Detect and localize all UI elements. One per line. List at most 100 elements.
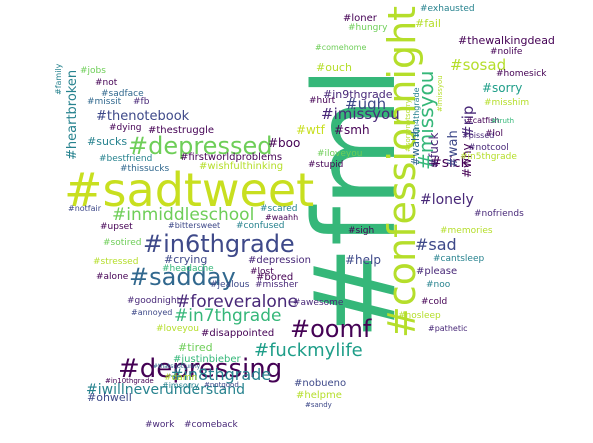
word-in5thgrade: #in5thgrade (460, 152, 517, 162)
word-depression: #depression (248, 255, 311, 266)
word-headache: #headache (162, 264, 214, 274)
word-dying: #dying (109, 123, 142, 133)
word-fuck: #fuck (427, 132, 441, 168)
word-sandy: #sandy (305, 401, 332, 409)
word-confessionnight: #confessionnight (380, 5, 424, 338)
word-help: #help (345, 253, 381, 267)
word-bored: #bored (256, 272, 294, 283)
word-notfair: #notfair (68, 204, 102, 213)
word-ugh: #ugh (345, 95, 387, 113)
word-foreveralone: #foreveralone (176, 292, 298, 312)
word-stressed: #stressed (93, 257, 139, 267)
word-nofriends: #nofriends (474, 209, 524, 219)
word-imissyou: #imissyou (321, 105, 400, 123)
word-exhausted: #exhausted (420, 4, 475, 14)
word-noo: #noo (426, 280, 451, 290)
word-jobs: #jobs (80, 66, 106, 76)
word-damn: #damn (164, 373, 198, 383)
word-upset: #upset (100, 222, 133, 232)
word-lost: #lost (250, 267, 274, 277)
word-bestfriend: #bestfriend (99, 154, 153, 164)
word-notgood: #notgood (204, 381, 239, 389)
word-ouch: #ouch (316, 61, 352, 74)
word-sadday: #sadday (129, 263, 236, 291)
word-in9thgrade: #in9thgrade (323, 88, 393, 101)
word-thestruggle: #thestruggle (148, 125, 214, 136)
word-iloveyou: #iloveyou (317, 149, 363, 159)
word-fuckmylife: #fuckmylife (254, 340, 363, 361)
word-lonely: #lonely (420, 192, 474, 208)
word-memories: #memories (440, 226, 493, 236)
word-hurt: #hurt (309, 96, 336, 106)
word-crying: #crying (164, 253, 208, 266)
word-loveyou: #loveyou (156, 324, 199, 334)
word-comehome: #comehome (315, 43, 367, 52)
word-nosleep: #nosleep (398, 311, 441, 321)
word-not: #not (95, 78, 118, 88)
word-inmiddleschool: #inmiddleschool (112, 205, 255, 225)
word-waahh: #waahh (265, 213, 299, 222)
word-scared: #scared (260, 204, 298, 214)
word-comeback: #comeback (184, 420, 238, 430)
word-firstworldproblems: #firstworldproblems (180, 152, 283, 163)
word-in8thgrade: #in8thgrade (170, 365, 272, 384)
word-sadtweet: #sadtweet (64, 163, 315, 217)
word-imissyou-2: #imissyou (436, 75, 444, 112)
word-pissed: #pissed (462, 131, 495, 140)
word-pathetic: #pathetic (428, 324, 468, 333)
word-annoyed: #annoyed (131, 308, 173, 317)
word-iwillneverunderstand: #iwillneverunderstand (86, 382, 246, 398)
word-catfish: #catfish (466, 116, 500, 125)
word-ohwell: #ohwell (87, 391, 132, 404)
word-missit: #missit (87, 97, 122, 107)
word-cold: #cold (421, 297, 448, 307)
word-stupid: #stupid (308, 160, 344, 170)
word-sucks: #sucks (87, 135, 128, 148)
word-family: #family (54, 63, 63, 95)
word-tired: #tired (178, 341, 213, 354)
word-sigh: #sigh (348, 226, 375, 236)
word-thewalkingdead: #thewalkingdead (458, 34, 555, 47)
word-goodnight: #goodnight (127, 296, 181, 306)
word-confused: #confused (236, 221, 285, 231)
word-bittersweet: #bittersweet (168, 221, 221, 230)
word-nolife: #nolife (490, 47, 523, 57)
word-imsorry: #imsorry (162, 381, 199, 390)
word-jealous: #jealous (210, 280, 250, 290)
word-homesick: #homesick (496, 69, 547, 79)
word-wtf: #wtf (296, 123, 325, 137)
word-misshim: #misshim (484, 98, 530, 108)
word-boo: #boo (268, 136, 301, 150)
word-awesome: #awesome (293, 298, 344, 308)
word-wishfulthinking: #wishfulthinking (199, 161, 284, 172)
word-oomf: #oomf (290, 315, 372, 343)
word-notcool: #notcool (468, 143, 509, 153)
word-cantsleep: #cantsleep (433, 254, 485, 264)
word-heartbroken: #heartbroken (65, 69, 80, 160)
word-sorrynotsorry: #sorrynotsorry (404, 99, 412, 152)
word-alone: #alone (96, 272, 129, 282)
word-sad: #sad (415, 235, 457, 254)
word-thenotebook: #thenotebook (96, 109, 190, 124)
word-in4thgrade: #in4thgrade (412, 87, 421, 138)
word-in7thgrade: #in7thgrade (174, 306, 282, 326)
word-loner: #loner (343, 13, 377, 24)
word-lol: #lol (485, 129, 504, 139)
word-thissucks: #thissucks (120, 164, 170, 174)
word-sorry: #sorry (482, 81, 523, 95)
word-depressing: #depressing (118, 354, 283, 384)
word-sick: #sick (430, 155, 469, 171)
word-justinbieber: #justinbieber (173, 354, 241, 365)
word-depressed: #depressed (128, 132, 273, 160)
word-hungry: #hungry (348, 23, 388, 33)
word-please: #please (416, 266, 458, 277)
word-helpme: #helpme (296, 390, 342, 401)
word-sadface: #sadface (101, 89, 144, 99)
word-fb: #fb (133, 97, 150, 107)
word-in10thgrade: #in10thgrade (105, 377, 154, 385)
word-nobueno: #nobueno (294, 378, 347, 389)
word-smh: #smh (334, 123, 370, 137)
word-disappointed: #disappointed (201, 328, 275, 339)
word-sosad: #sosad (450, 56, 507, 74)
